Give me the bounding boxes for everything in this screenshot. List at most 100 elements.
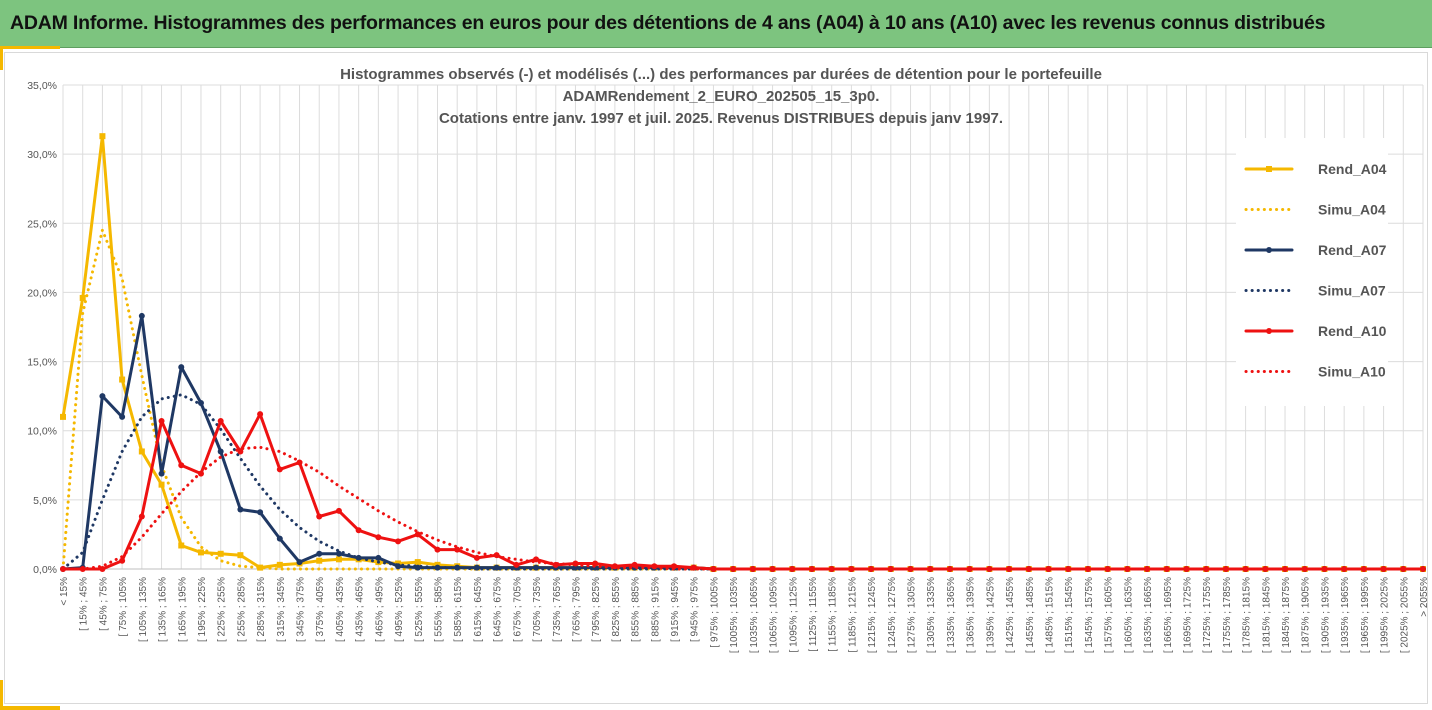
data-point (375, 534, 382, 541)
y-tick-label: 0,0% (33, 564, 57, 576)
x-tick-label: [ 1365% ; 1395% (966, 577, 977, 653)
series-Simu_A04 (61, 228, 1425, 571)
x-tick-label: [ 615% ; 645% (473, 577, 484, 642)
x-tick-label: [ 195% ; 225% (197, 577, 208, 642)
data-point (276, 535, 283, 542)
series-line (61, 412, 1425, 571)
legend-item-Simu_A10: Simu_A10 (1244, 364, 1386, 380)
data-point (513, 561, 520, 568)
data-point (1124, 566, 1131, 572)
x-tick-label: [ 1395% ; 1425% (985, 577, 996, 653)
data-point (316, 513, 323, 520)
x-tick-label: [ 315% ; 345% (276, 577, 287, 642)
data-point (99, 566, 106, 572)
data-point (79, 294, 86, 301)
data-point (178, 462, 185, 469)
data-point (1222, 566, 1229, 572)
x-tick-label: [ 795% ; 825% (591, 577, 602, 642)
data-point (217, 418, 224, 425)
data-point (296, 559, 303, 566)
data-point (887, 566, 894, 572)
x-tick-label: [ 285% ; 315% (256, 577, 267, 642)
x-tick-label: [ 1875% ; 1905% (1301, 577, 1312, 653)
x-tick-label: [ 1035% ; 1065% (749, 577, 760, 653)
x-tick-label: [ 75% ; 105% (118, 577, 129, 637)
series-line (61, 393, 1425, 571)
accent-corner-bottom (0, 680, 3, 710)
data-point (178, 364, 185, 371)
x-tick-label: [ 1815% ; 1845% (1261, 577, 1272, 653)
x-tick-label: [ 525% ; 555% (414, 577, 425, 642)
x-tick-label: > 2055% (1419, 577, 1430, 617)
data-point (158, 481, 165, 488)
legend-item-Rend_A10: Rend_A10 (1244, 323, 1387, 339)
legend-item-Simu_A04: Simu_A04 (1244, 202, 1386, 218)
data-point (316, 557, 323, 564)
data-point (375, 554, 382, 561)
data-point (1025, 566, 1032, 572)
data-point (119, 376, 126, 383)
data-point (1203, 566, 1210, 572)
y-tick-label: 15,0% (27, 357, 57, 369)
x-tick-label: [ 1305% ; 1335% (926, 577, 937, 653)
legend-label: Simu_A07 (1318, 283, 1386, 299)
report-title: ADAM Informe. Histogrammes des performan… (10, 12, 1326, 34)
x-tick-label: [ 1575% ; 1605% (1104, 577, 1115, 653)
data-point (99, 393, 106, 400)
x-tick-label: [ 255% ; 285% (236, 577, 247, 642)
x-tick-label: [ 345% ; 375% (296, 577, 307, 642)
x-tick-label: [ 825% ; 855% (611, 577, 622, 642)
y-tick-label: 35,0% (27, 80, 57, 92)
data-point (237, 506, 244, 513)
series-Simu_A10 (61, 445, 1425, 571)
data-point (1380, 566, 1387, 572)
x-tick-label: [ 45% ; 75% (98, 577, 109, 631)
x-tick-label: [ 1845% ; 1875% (1281, 577, 1292, 653)
data-point (414, 559, 421, 566)
data-point (414, 531, 421, 538)
x-tick-label: [ 1095% ; 1125% (788, 577, 799, 653)
x-tick-label: [ 105% ; 135% (138, 577, 149, 642)
data-point (237, 448, 244, 455)
data-point (237, 552, 244, 559)
y-tick-label: 10,0% (27, 426, 57, 438)
x-tick-label: [ 1425% ; 1455% (1005, 577, 1016, 653)
data-point (1282, 566, 1289, 572)
data-point (335, 550, 342, 557)
x-tick-label: [ 1755% ; 1785% (1222, 577, 1233, 653)
legend-box (1236, 138, 1388, 406)
x-tick-label: < 15% (59, 577, 70, 606)
legend-item-Rend_A07: Rend_A07 (1244, 242, 1387, 258)
series-line (61, 228, 1425, 571)
data-point (335, 556, 342, 563)
data-point (99, 133, 106, 140)
x-tick-label: [ 645% ; 675% (493, 577, 504, 642)
data-point (769, 566, 776, 572)
series-line (61, 445, 1425, 571)
x-tick-label: [ 495% ; 525% (394, 577, 405, 642)
x-tick-label: [ 705% ; 735% (532, 577, 543, 642)
legend-marker (1266, 166, 1272, 172)
x-tick-label: [ 1695% ; 1725% (1182, 577, 1193, 653)
x-tick-label: [ 555% ; 585% (433, 577, 444, 642)
legend-label: Simu_A04 (1318, 202, 1386, 218)
data-point (868, 566, 875, 572)
data-point (710, 566, 717, 572)
x-tick-label: [ 1995% ; 2025% (1380, 577, 1391, 653)
y-tick-label: 20,0% (27, 287, 57, 299)
data-point (1400, 566, 1407, 572)
data-point (158, 470, 165, 477)
x-tick-label: [ 15% ; 45% (79, 577, 90, 631)
data-point (1301, 566, 1308, 572)
x-tick-label: [ 1635% ; 1665% (1143, 577, 1154, 653)
x-tick-label: [ 1245% ; 1275% (887, 577, 898, 653)
x-tick-label: [ 735% ; 765% (552, 577, 563, 642)
data-point (533, 556, 540, 563)
data-point (454, 546, 461, 553)
data-point (119, 557, 126, 564)
chart-title-line: Histogrammes observés (-) et modélisés (… (340, 66, 1102, 83)
data-point (946, 566, 953, 572)
x-tick-label: [ 1605% ; 1635% (1123, 577, 1134, 653)
legend-label: Rend_A07 (1318, 242, 1387, 258)
